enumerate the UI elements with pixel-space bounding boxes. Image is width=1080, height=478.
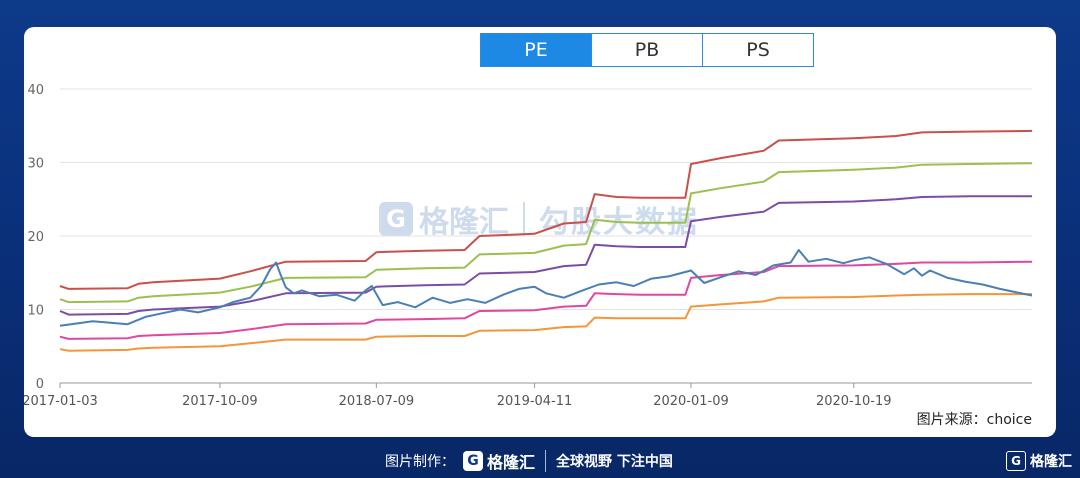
metric-tabs: PE PB PS — [480, 33, 814, 67]
y-tick-label: 0 — [36, 377, 44, 392]
series-line-2 — [59, 195, 1032, 316]
brand-logo-icon: G — [463, 451, 483, 471]
footer: 图片制作： G 格隆汇 全球视野 下注中国 G 格隆汇 — [0, 441, 1080, 478]
source-note: 图片来源：choice — [916, 412, 1032, 428]
slogan: 全球视野 下注中国 — [556, 454, 673, 470]
corner-brand-name: 格隆汇 — [1030, 454, 1072, 470]
y-tick-label: 10 — [27, 304, 44, 319]
x-tick-label: 2020-01-09 — [653, 394, 729, 409]
series-line-1 — [59, 162, 1033, 304]
x-tick-label: 2019-04-11 — [497, 394, 573, 409]
y-tick-label: 40 — [27, 83, 44, 98]
pe-band-chart: 0 10 20 30 40 2017-01-03 2017-10-09 2018-07-09 2… — [24, 83, 1033, 409]
credit: 图片制作： G 格隆汇 全球视野 下注中国 — [385, 449, 673, 473]
corner-brand: G 格隆汇 — [1006, 451, 1072, 471]
series-line-3 — [59, 260, 1033, 340]
x-tick-label: 2018-07-09 — [339, 394, 415, 409]
tab-pe[interactable]: PE — [481, 34, 592, 66]
chart-card: PE PB PS G 格隆汇 勾股大数据 0 10 20 30 40 2017-01-03… — [24, 27, 1056, 437]
x-tick-label: 2017-10-09 — [182, 394, 258, 409]
tab-ps[interactable]: PS — [703, 34, 813, 66]
y-tick-label: 20 — [27, 230, 44, 245]
series-line-5 — [59, 249, 1033, 327]
corner-logo-icon: G — [1006, 451, 1026, 471]
series-line-4 — [59, 293, 1032, 352]
x-tick-label: 2020-10-19 — [816, 394, 892, 409]
x-tick-label: 2017-01-03 — [24, 394, 98, 409]
tab-pb[interactable]: PB — [592, 34, 703, 66]
brand-name: 格隆汇 — [487, 453, 536, 472]
y-tick-label: 30 — [27, 157, 44, 172]
footer-divider — [545, 450, 547, 472]
credit-label: 图片制作： — [385, 454, 455, 470]
series-line-0 — [59, 129, 1033, 290]
